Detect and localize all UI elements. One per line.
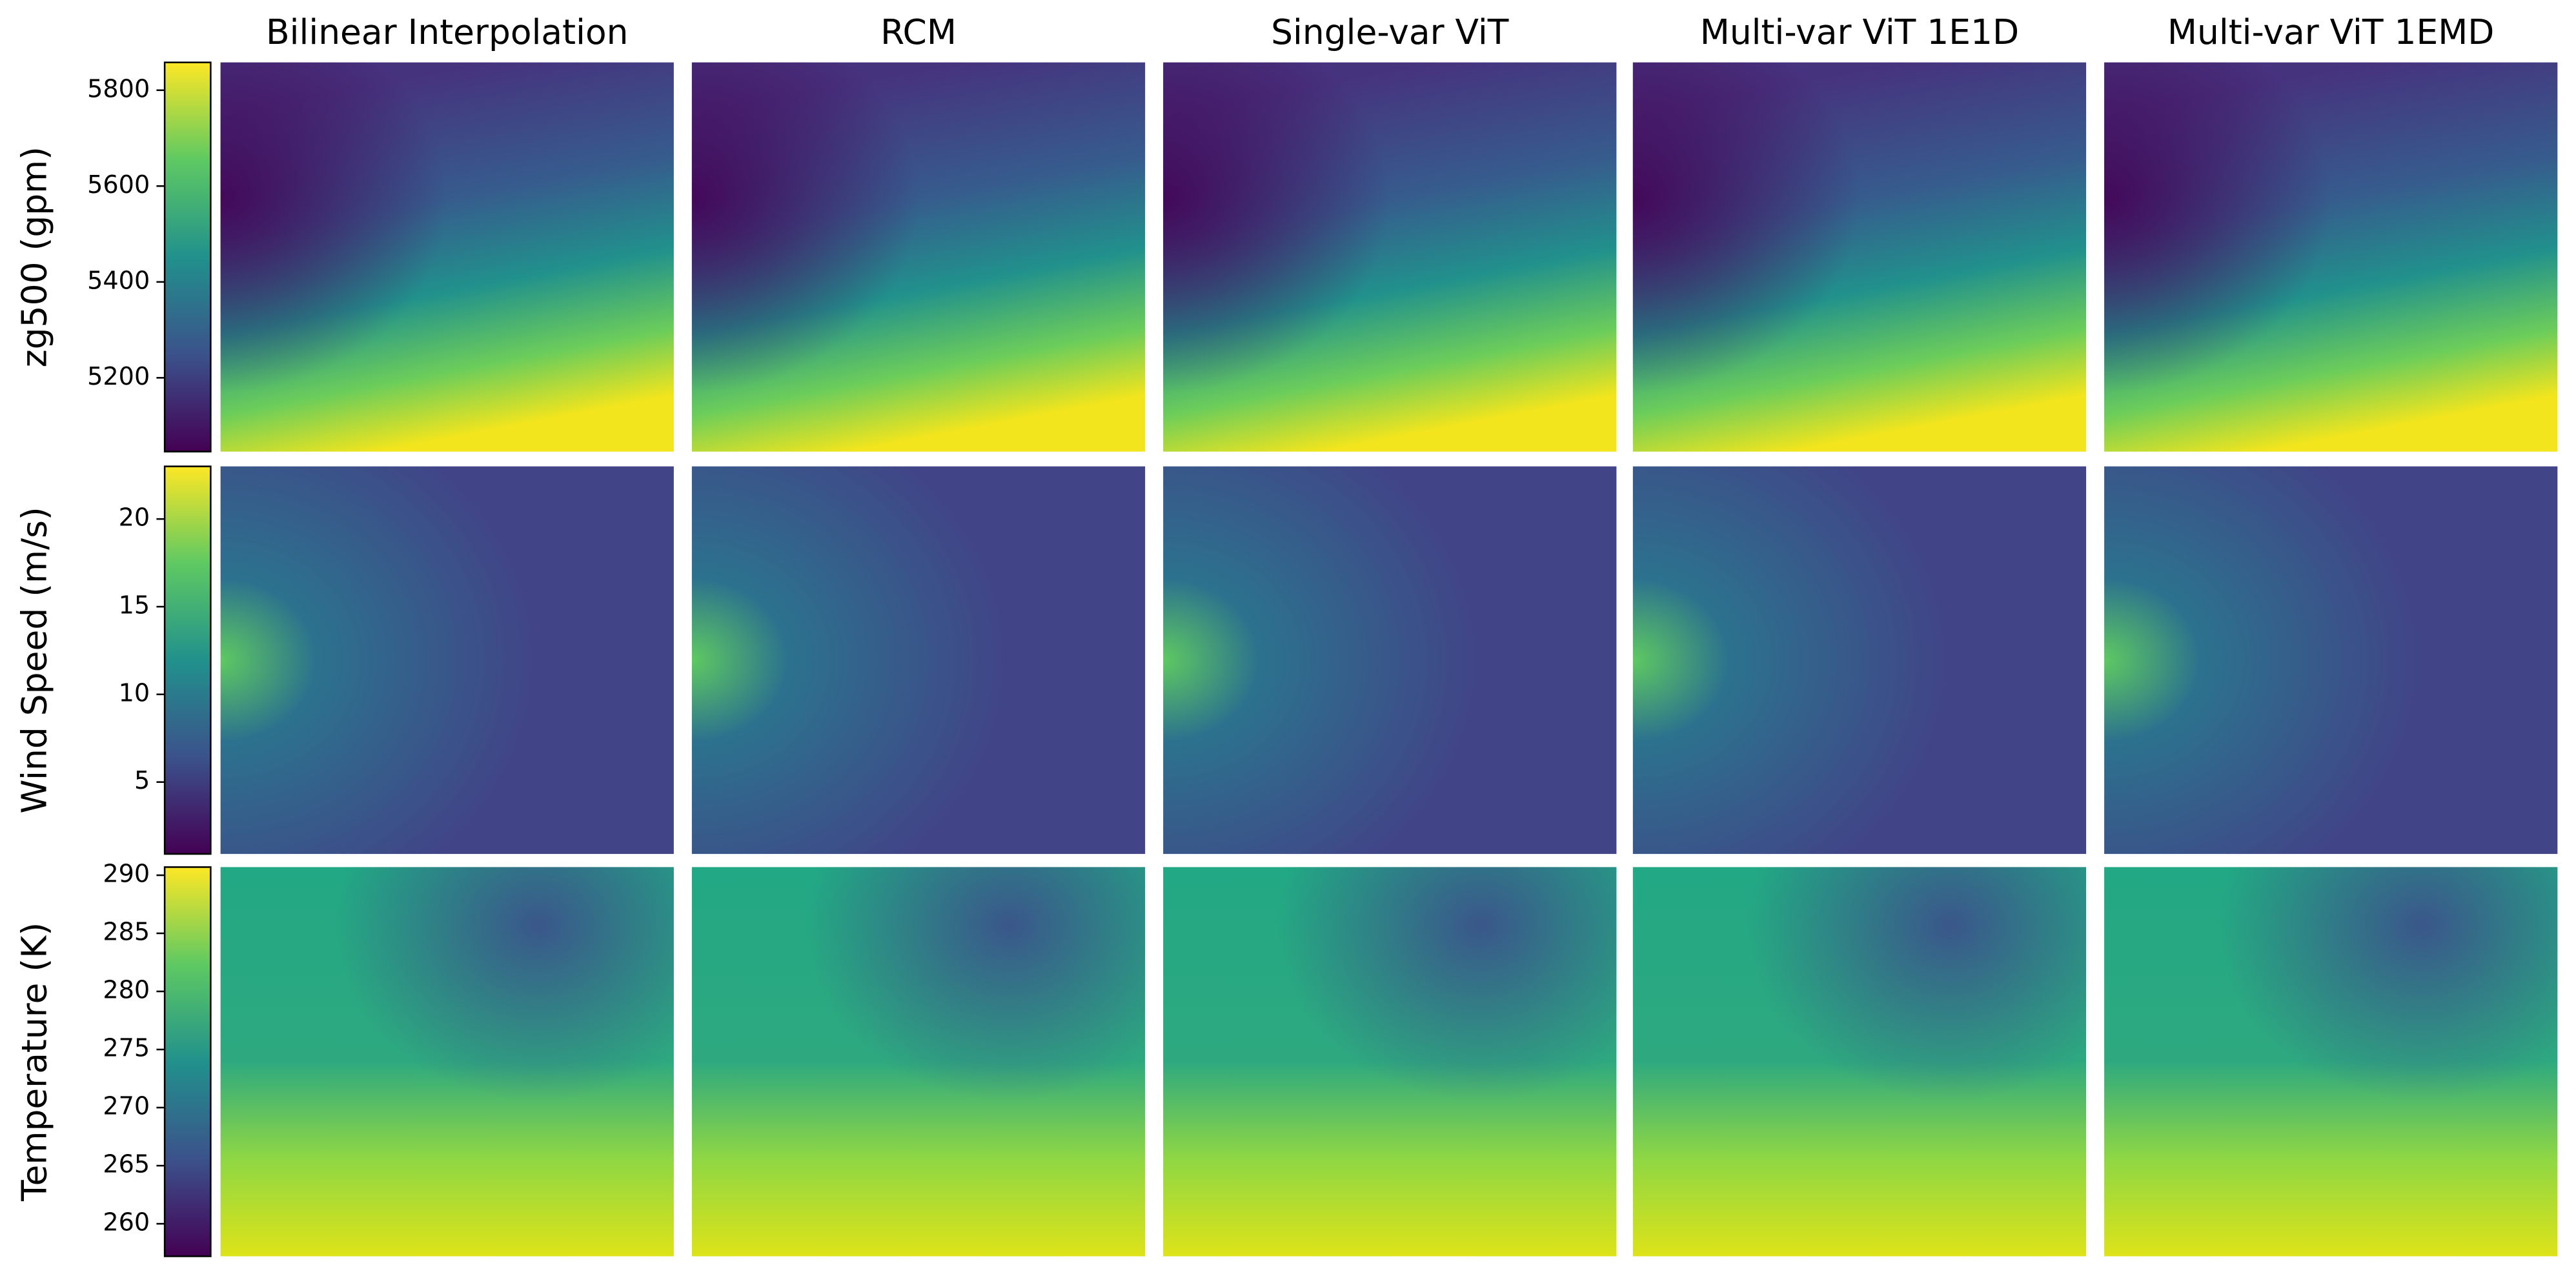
- map-panel: [1163, 867, 1617, 1257]
- tick-label: 280: [103, 976, 150, 1004]
- map-panel: [2104, 466, 2558, 855]
- tick-label: 5800: [87, 74, 150, 103]
- tick-label: 15: [119, 591, 150, 619]
- map-panel: [1632, 62, 2087, 452]
- map-panel: [691, 867, 1146, 1257]
- column-title: RCM: [880, 12, 957, 52]
- tick-label: 20: [119, 503, 150, 532]
- row-label: Temperature (K): [14, 922, 54, 1202]
- map-panel: [2104, 867, 2558, 1257]
- tick-label: 5600: [87, 170, 150, 199]
- tick-label: 270: [103, 1092, 150, 1120]
- colorbar: [163, 465, 212, 855]
- tick-label: 10: [119, 678, 150, 707]
- tick-label: 5200: [87, 362, 150, 390]
- row-label: zg500 (gpm): [14, 147, 54, 367]
- tick-label: 285: [103, 918, 150, 946]
- row-label: Wind Speed (m/s): [14, 507, 54, 813]
- map-panel: [1163, 62, 1617, 452]
- map-panel: [1163, 466, 1617, 855]
- map-panel: [691, 62, 1146, 452]
- map-panel: [220, 466, 674, 855]
- tick-label: 275: [103, 1034, 150, 1062]
- tick-label: 5400: [87, 266, 150, 294]
- tick-label: 260: [103, 1208, 150, 1237]
- colorbar: [163, 61, 212, 452]
- column-title: Single-var ViT: [1271, 12, 1509, 52]
- tick-label: 265: [103, 1150, 150, 1179]
- column-title: Bilinear Interpolation: [266, 12, 628, 52]
- map-panel: [691, 466, 1146, 855]
- map-panel: [1632, 466, 2087, 855]
- tick-label: 5: [134, 766, 150, 795]
- colorbar: [163, 866, 212, 1257]
- column-title: Multi-var ViT 1E1D: [1700, 12, 2019, 52]
- map-panel: [220, 62, 674, 452]
- map-panel: [220, 867, 674, 1257]
- column-title: Multi-var ViT 1EMD: [2167, 12, 2495, 52]
- map-panel: [1632, 867, 2087, 1257]
- map-panel: [2104, 62, 2558, 452]
- tick-label: 290: [103, 860, 150, 888]
